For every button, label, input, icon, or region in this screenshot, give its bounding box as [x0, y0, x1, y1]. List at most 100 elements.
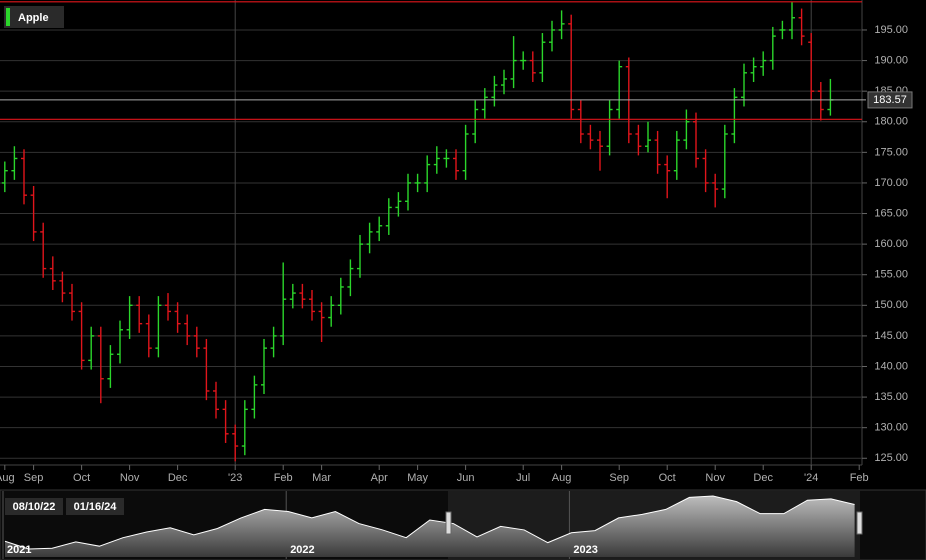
navigator-handle[interactable] [856, 511, 863, 535]
end-date: 01/16/24 [74, 501, 118, 513]
ohlc-bar [510, 36, 517, 89]
y-tick-label: 155.00 [874, 269, 908, 281]
y-tick-label: 195.00 [874, 24, 908, 36]
x-tick-label: Nov [705, 472, 725, 484]
ohlc-bar [184, 314, 191, 346]
ohlc-bar [712, 173, 719, 208]
y-tick-label: 145.00 [874, 330, 908, 342]
ohlc-bar [549, 20, 555, 52]
ohlc-bar [309, 290, 315, 321]
ohlc-bar [760, 51, 767, 76]
ohlc-bar [491, 75, 498, 107]
y-tick-label: 135.00 [874, 391, 908, 403]
navigator-year-label: 2022 [290, 544, 314, 556]
ohlc-bar [30, 186, 37, 242]
ohlc-bar [443, 149, 450, 168]
start-date: 08/10/22 [13, 501, 56, 513]
ohlc-bar [606, 100, 613, 156]
ohlc-bar [520, 51, 527, 70]
ohlc-bar [693, 112, 699, 168]
ohlc-bar [145, 314, 152, 358]
ohlc-bar [817, 81, 824, 121]
x-tick-label: May [407, 472, 428, 484]
y-tick-label: 165.00 [874, 207, 908, 219]
ohlc-bar [328, 296, 335, 327]
x-tick-label: Sep [609, 472, 629, 484]
ohlc-bar [529, 51, 536, 82]
x-tick-label: Apr [371, 472, 388, 484]
y-tick-label: 130.00 [874, 422, 908, 434]
navigator-year-label: 2023 [573, 544, 597, 556]
ohlc-bar [366, 222, 373, 254]
x-tick-label: Feb [850, 472, 869, 484]
ohlc-bar [97, 326, 104, 404]
y-tick-label: 170.00 [874, 177, 908, 189]
ohlc-bar [462, 124, 469, 180]
ohlc-bar [21, 149, 27, 205]
y-tick-label: 180.00 [874, 116, 908, 128]
ohlc-bar [501, 69, 507, 95]
ohlc-bar [193, 326, 200, 358]
ohlc-bar [577, 100, 584, 144]
x-tick-label: Nov [120, 472, 140, 484]
plot-area [0, 0, 862, 465]
legend-swatch [6, 8, 10, 26]
ohlc-bar [376, 216, 383, 242]
ohlc-bar [165, 293, 171, 321]
ohlc-bar [395, 192, 402, 217]
ohlc-bar [251, 375, 258, 419]
ohlc-bar [808, 33, 815, 101]
ohlc-bar [453, 149, 459, 180]
ohlc-bar [568, 14, 575, 119]
ohlc-bar [405, 173, 411, 211]
ohlc-bar [347, 259, 354, 297]
x-tick-label: Aug [0, 472, 15, 484]
ohlc-bar [337, 277, 344, 315]
x-tick-label: Sep [24, 472, 44, 484]
ohlc-bar [664, 155, 671, 199]
ohlc-bar [654, 130, 661, 174]
date-box [66, 498, 124, 515]
x-tick-label: Mar [312, 472, 331, 484]
y-tick-label: 190.00 [874, 54, 908, 66]
ohlc-bar [702, 149, 709, 193]
ohlc-bar [59, 271, 66, 303]
date-box [5, 498, 63, 515]
ohlc-bar [481, 88, 488, 119]
y-tick-label: 175.00 [874, 146, 908, 158]
ohlc-bar [49, 256, 56, 291]
ohlc-bar [126, 296, 133, 339]
ohlc-bar [779, 20, 786, 40]
x-tick-label: '23 [228, 472, 242, 484]
x-tick-label: Dec [753, 472, 773, 484]
x-tick-label: Jun [457, 472, 475, 484]
y-tick-label: 150.00 [874, 299, 908, 311]
ohlc-bar [433, 146, 440, 174]
ohlc-bar [280, 262, 287, 346]
ohlc-bar [750, 57, 757, 82]
ohlc-bar [88, 326, 95, 370]
ohlc-bar [78, 302, 85, 370]
last-price-label: 183.57 [873, 94, 907, 106]
x-tick-label: Feb [274, 472, 293, 484]
ohlc-bar [472, 100, 479, 144]
ohlc-bar [261, 338, 267, 395]
ohlc-bar [107, 345, 114, 388]
ohlc-bar [741, 63, 747, 107]
ohlc-bar [558, 10, 565, 40]
ohlc-bar [597, 130, 603, 171]
ohlc-bar [232, 424, 239, 462]
y-tick-label: 160.00 [874, 238, 908, 250]
ohlc-bar [731, 88, 738, 144]
ohlc-bar [318, 302, 325, 343]
navigator-line [4, 495, 855, 550]
ohlc-bar [769, 26, 776, 70]
x-tick-label: Dec [168, 472, 188, 484]
ohlc-bar [270, 326, 277, 358]
y-tick-label: 140.00 [874, 360, 908, 372]
navigator-handle[interactable] [445, 511, 452, 535]
ohlc-bar [683, 109, 690, 150]
ohlc-bar [69, 283, 75, 321]
ohlc-bar [40, 222, 47, 278]
